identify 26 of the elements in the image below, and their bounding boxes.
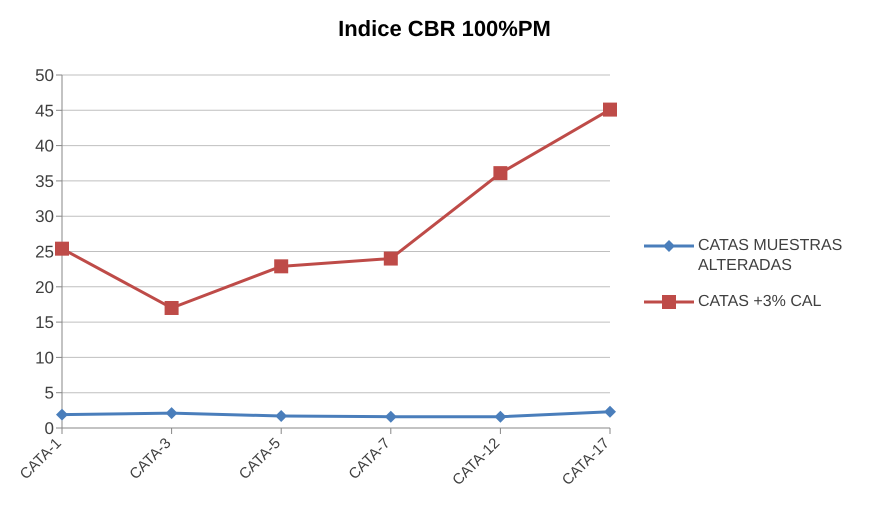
point (55, 242, 69, 256)
y-tick-label: 0 (44, 419, 54, 438)
y-tick-label: 40 (35, 136, 54, 156)
point (166, 407, 178, 420)
y-tick-label: 35 (35, 172, 54, 191)
y-tick-label: 10 (35, 348, 54, 368)
legend-label: CATAS +3% CAL (698, 292, 822, 312)
point (164, 300, 179, 315)
point (275, 410, 288, 422)
chart-title: Indice CBR 100%PM (337, 16, 552, 42)
point (56, 408, 68, 421)
point (493, 166, 508, 180)
y-tick-label: 15 (35, 313, 54, 332)
y-tick-label: 30 (35, 207, 54, 226)
point (494, 410, 506, 423)
y-tick-label: 50 (35, 66, 54, 86)
point (603, 102, 617, 117)
point (384, 252, 398, 266)
y-tick-label: 5 (44, 384, 54, 403)
point (274, 259, 288, 274)
point (604, 406, 616, 418)
legend-label: CATAS MUESTRAS ALTERADAS (698, 236, 844, 276)
y-tick-label: 25 (35, 242, 54, 262)
y-tick-label: 45 (35, 101, 54, 120)
point (384, 410, 397, 423)
y-tick-label: 20 (35, 278, 54, 297)
